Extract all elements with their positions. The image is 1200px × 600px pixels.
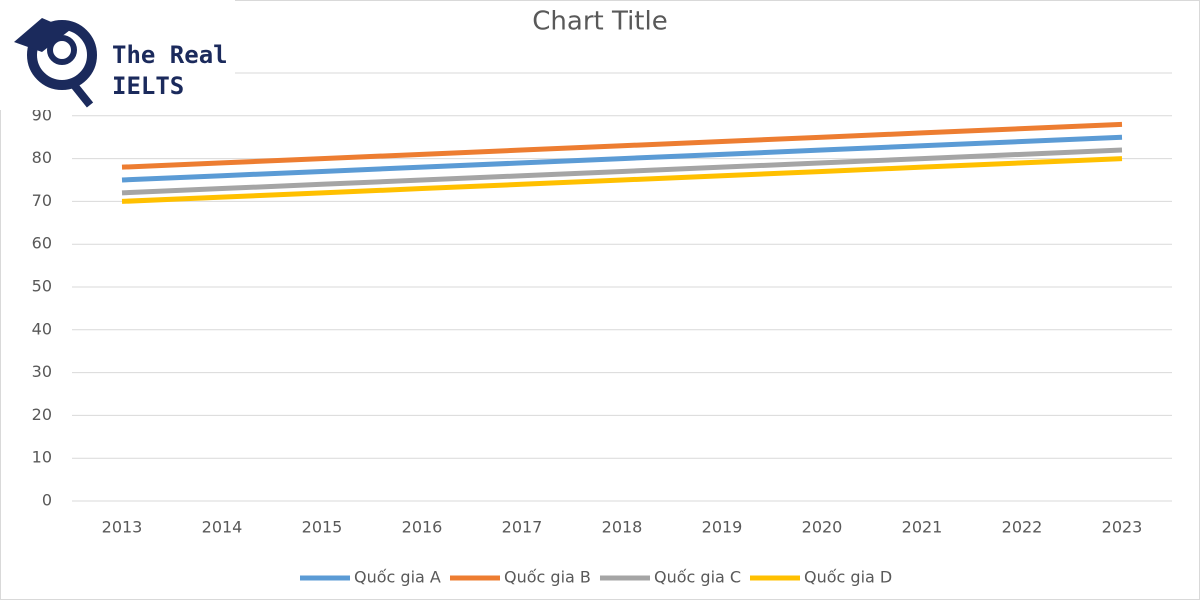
- legend-label: Quốc gia C: [654, 568, 741, 587]
- x-tick-label: 2017: [502, 518, 543, 537]
- y-tick-label: 10: [32, 448, 52, 467]
- x-tick-label: 2019: [702, 518, 743, 537]
- logo-background: [0, 0, 235, 110]
- y-tick-label: 0: [42, 491, 52, 510]
- series-line: [121, 134, 1123, 183]
- legend-label: Quốc gia B: [504, 568, 591, 587]
- logo-text: IELTS: [112, 72, 184, 100]
- y-tick-label: 50: [32, 277, 52, 296]
- y-tick-label: 70: [32, 191, 52, 210]
- legend-label: Quốc gia D: [804, 568, 892, 587]
- series-line: [121, 156, 1123, 204]
- logo: The Real IELTS: [0, 0, 235, 110]
- series-line: [121, 121, 1123, 170]
- logo-ring: [27, 20, 97, 90]
- x-tick-label: 2023: [1102, 518, 1143, 537]
- y-tick-label: 30: [32, 362, 52, 381]
- y-tick-label: 60: [32, 234, 52, 253]
- x-tick-label: 2015: [302, 518, 343, 537]
- x-tick-label: 2020: [802, 518, 843, 537]
- legend: Quốc gia A Quốc gia B Quốc gia C Quốc gia D: [300, 568, 892, 587]
- series-line: [121, 147, 1123, 196]
- y-tick-label: 90: [32, 105, 52, 124]
- x-tick-label: 2022: [1002, 518, 1043, 537]
- y-tick-label: 40: [32, 319, 52, 338]
- logo-stroke: [66, 77, 94, 108]
- logo-head: [47, 35, 77, 65]
- y-tick-label: 20: [32, 405, 52, 424]
- logo-cap: [14, 18, 70, 52]
- chart-title: Chart Title: [532, 7, 667, 37]
- legend-label: Quốc gia A: [354, 568, 441, 587]
- plot-area: 0102030405060708090100201320142015201620…: [21, 63, 1172, 537]
- x-tick-label: 2018: [602, 518, 643, 537]
- x-tick-label: 2016: [402, 518, 443, 537]
- x-tick-label: 2013: [102, 518, 143, 537]
- x-tick-label: 2014: [202, 518, 243, 537]
- x-tick-label: 2021: [902, 518, 943, 537]
- y-tick-label: 80: [32, 148, 52, 167]
- logo-text: The Real: [112, 41, 228, 69]
